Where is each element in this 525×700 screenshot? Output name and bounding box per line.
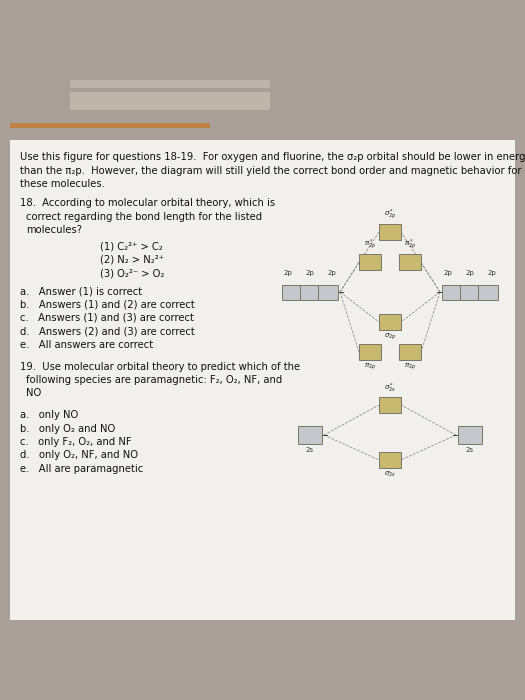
Text: 2s: 2s — [466, 447, 474, 453]
Text: b.   only O₂ and NO: b. only O₂ and NO — [20, 424, 116, 433]
Text: $\pi^*_{2p}$: $\pi^*_{2p}$ — [404, 237, 416, 252]
Text: 2p: 2p — [328, 270, 337, 276]
Text: 2p: 2p — [444, 270, 453, 276]
FancyBboxPatch shape — [379, 397, 401, 413]
FancyBboxPatch shape — [399, 344, 421, 360]
Bar — [70, 92, 270, 110]
Text: (1) C₂²⁺ > C₂: (1) C₂²⁺ > C₂ — [100, 241, 163, 251]
Text: molecules?: molecules? — [26, 225, 82, 235]
Text: Use this figure for questions 18-19.  For oxygen and fluorine, the σ₂p orbital s: Use this figure for questions 18-19. For… — [20, 152, 525, 162]
FancyBboxPatch shape — [379, 452, 401, 468]
FancyBboxPatch shape — [318, 284, 338, 300]
FancyBboxPatch shape — [359, 344, 381, 360]
Bar — [70, 80, 270, 88]
FancyBboxPatch shape — [282, 284, 302, 300]
Text: $\sigma^*_{2p}$: $\sigma^*_{2p}$ — [384, 207, 396, 222]
Text: 2p: 2p — [466, 270, 475, 276]
Text: a.   only NO: a. only NO — [20, 410, 78, 420]
Text: b.   Answers (1) and (2) are correct: b. Answers (1) and (2) are correct — [20, 300, 195, 309]
Text: 2s: 2s — [306, 447, 314, 453]
FancyBboxPatch shape — [460, 284, 480, 300]
Text: (3) O₂²⁻ > O₂: (3) O₂²⁻ > O₂ — [100, 269, 164, 279]
Text: 2p: 2p — [284, 270, 292, 276]
Text: 19.  Use molecular orbital theory to predict which of the: 19. Use molecular orbital theory to pred… — [20, 361, 300, 372]
Text: 2p: 2p — [488, 270, 496, 276]
Text: correct regarding the bond length for the listed: correct regarding the bond length for th… — [26, 211, 262, 221]
FancyBboxPatch shape — [399, 254, 421, 270]
Text: d.   Answers (2) and (3) are correct: d. Answers (2) and (3) are correct — [20, 326, 195, 337]
Text: following species are paramagnetic: F₂, O₂, NF, and: following species are paramagnetic: F₂, … — [26, 375, 282, 385]
Bar — [10, 123, 210, 128]
Text: a.   Answer (1) is correct: a. Answer (1) is correct — [20, 286, 142, 296]
FancyBboxPatch shape — [478, 284, 498, 300]
Text: (2) N₂ > N₂²⁺: (2) N₂ > N₂²⁺ — [100, 255, 164, 265]
Text: c.   only F₂, O₂, and NF: c. only F₂, O₂, and NF — [20, 437, 132, 447]
Text: $\sigma_{2s}$: $\sigma_{2s}$ — [384, 470, 396, 480]
Text: e.   All are paramagnetic: e. All are paramagnetic — [20, 464, 143, 474]
Text: $\sigma^*_{2s}$: $\sigma^*_{2s}$ — [384, 382, 396, 395]
FancyBboxPatch shape — [298, 426, 322, 444]
Text: $\pi_{2p}$: $\pi_{2p}$ — [364, 362, 376, 372]
FancyBboxPatch shape — [379, 314, 401, 330]
Text: $\pi_{2p}$: $\pi_{2p}$ — [404, 362, 416, 372]
FancyBboxPatch shape — [300, 284, 320, 300]
FancyBboxPatch shape — [359, 254, 381, 270]
Text: e.   All answers are correct: e. All answers are correct — [20, 340, 153, 350]
FancyBboxPatch shape — [379, 224, 401, 240]
Text: NO: NO — [26, 389, 41, 398]
Text: d.   only O₂, NF, and NO: d. only O₂, NF, and NO — [20, 451, 138, 461]
Text: these molecules.: these molecules. — [20, 179, 105, 189]
Text: 18.  According to molecular orbital theory, which is: 18. According to molecular orbital theor… — [20, 198, 275, 208]
FancyBboxPatch shape — [442, 284, 462, 300]
Text: than the π₂p.  However, the diagram will still yield the correct bond order and : than the π₂p. However, the diagram will … — [20, 165, 521, 176]
Text: 2p: 2p — [306, 270, 314, 276]
Bar — [10, 140, 515, 620]
Text: $\sigma_{2p}$: $\sigma_{2p}$ — [384, 332, 396, 342]
FancyBboxPatch shape — [458, 426, 482, 444]
Text: $\pi^*_{2p}$: $\pi^*_{2p}$ — [364, 237, 376, 252]
Text: c.   Answers (1) and (3) are correct: c. Answers (1) and (3) are correct — [20, 313, 194, 323]
